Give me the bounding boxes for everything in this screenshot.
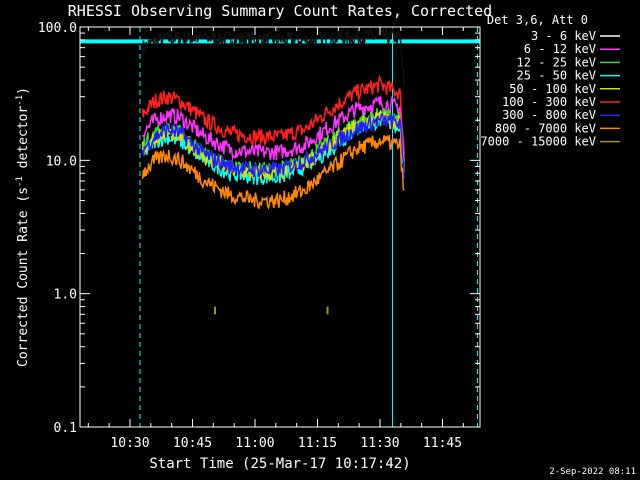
legend-entry-label: 50 - 100 keV xyxy=(509,82,596,96)
legend-entry-label: 100 - 300 keV xyxy=(502,95,596,109)
footer-date: 2-Sep-2022 08:11 xyxy=(549,467,636,477)
legend-entry-label: 800 - 7000 keV xyxy=(495,121,596,135)
series-line xyxy=(142,95,405,162)
x-tick-label: 11:15 xyxy=(298,436,337,451)
series-line xyxy=(141,112,405,179)
x-tick-label: 11:00 xyxy=(235,436,274,451)
series-line xyxy=(141,74,405,155)
y-tick-label: 1.0 xyxy=(54,288,77,303)
series-7 xyxy=(141,112,405,179)
plot-marks xyxy=(79,26,480,427)
legend-entry-label: 3 - 6 keV xyxy=(531,29,596,43)
y-tick-label: 0.1 xyxy=(54,421,77,436)
legend-header: Det 3,6, Att 0 xyxy=(487,13,588,27)
y-axis-label-mid: detector xyxy=(16,106,31,177)
legend-entry-label: 25 - 50 keV xyxy=(517,69,596,83)
x-tick-label: 10:30 xyxy=(110,436,149,451)
series-1 xyxy=(141,26,405,86)
y-tick-label: 10.0 xyxy=(46,154,77,169)
legend-entry-label: 300 - 800 keV xyxy=(502,108,596,122)
y-axis-label-sup2: -1 xyxy=(15,95,25,106)
x-axis-label: Start Time (25-Mar-17 10:17:42) xyxy=(149,456,410,472)
chart-title: RHESSI Observing Summary Count Rates, Co… xyxy=(68,2,492,20)
legend-entry-label: 6 - 12 keV xyxy=(524,42,596,56)
series-8 xyxy=(141,134,405,210)
legend-entry-label: 7000 - 15000 keV xyxy=(480,135,596,149)
y-tick-label: 100.0 xyxy=(38,21,77,36)
series-line xyxy=(141,134,405,210)
y-axis-label-main: Corrected Count Rate (s xyxy=(16,187,31,367)
series-line xyxy=(141,26,405,86)
legend-entry-label: 12 - 25 keV xyxy=(517,55,596,69)
y-axis-label-sup1: -1 xyxy=(15,176,25,187)
plot-frame xyxy=(79,26,481,428)
x-axis: 10:30 10:45 11:00 11:15 11:30 11:45 xyxy=(87,27,464,451)
x-tick-label: 10:45 xyxy=(173,436,212,451)
y-axis-label-end: ) xyxy=(16,87,31,95)
y-axis-label: Corrected Count Rate (s-1 detector-1) xyxy=(15,87,31,367)
y-axis: 100.0 10.0 1.0 0.1 xyxy=(38,21,480,436)
series-9 xyxy=(214,306,329,315)
series-2 xyxy=(141,74,405,155)
x-tick-label: 11:45 xyxy=(423,436,462,451)
series-3 xyxy=(142,95,405,162)
x-tick-label: 11:30 xyxy=(360,436,399,451)
